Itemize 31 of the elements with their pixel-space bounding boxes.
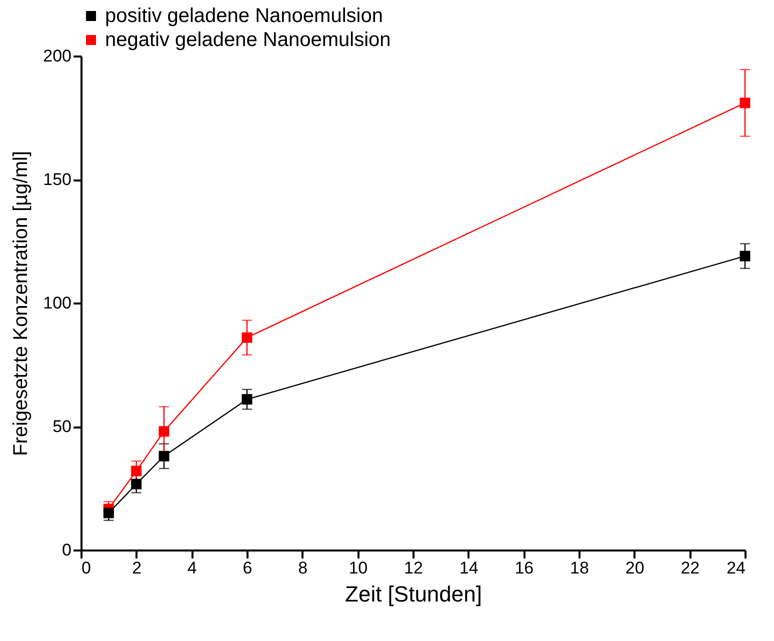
x-tick-label: 4 bbox=[187, 558, 197, 578]
point bbox=[103, 508, 114, 518]
point bbox=[242, 394, 252, 405]
point bbox=[740, 98, 750, 108]
y-tick-label: 150 bbox=[43, 170, 72, 189]
x-axis-title: Zeit [Stunden] bbox=[345, 582, 482, 606]
point bbox=[740, 250, 750, 262]
x-tick-label: 22 bbox=[680, 558, 700, 578]
point bbox=[131, 478, 142, 490]
point bbox=[131, 466, 142, 476]
x-tick-label: 18 bbox=[570, 558, 589, 578]
legend-label: negativ geladene Nanoemulsion bbox=[105, 29, 391, 51]
y-tick-label: 0 bbox=[62, 540, 72, 560]
x-tick-label: 24 bbox=[726, 558, 746, 578]
point bbox=[158, 450, 170, 462]
x-tick-label: 10 bbox=[348, 558, 368, 578]
x-tick-label: 20 bbox=[625, 558, 644, 578]
point bbox=[242, 332, 252, 343]
point bbox=[158, 426, 170, 437]
x-tick-label: 12 bbox=[404, 558, 423, 578]
y-tick-label: 100 bbox=[43, 294, 72, 312]
x-tick-label: 16 bbox=[514, 558, 534, 578]
x-tick-label: 14 bbox=[459, 558, 478, 578]
legend-label: positiv geladene Nanoemulsion bbox=[105, 5, 383, 27]
y-axis-title: Freigesetzte Konzentration [µg/ml] bbox=[10, 151, 32, 456]
x-tick-label: 6 bbox=[242, 558, 252, 578]
x-tick-label: 0 bbox=[82, 558, 91, 578]
y-tick-label: 200 bbox=[43, 46, 72, 66]
x-tick-label: 2 bbox=[132, 558, 142, 578]
y-tick-label: 50 bbox=[52, 417, 72, 436]
x-tick-label: 8 bbox=[298, 558, 308, 578]
